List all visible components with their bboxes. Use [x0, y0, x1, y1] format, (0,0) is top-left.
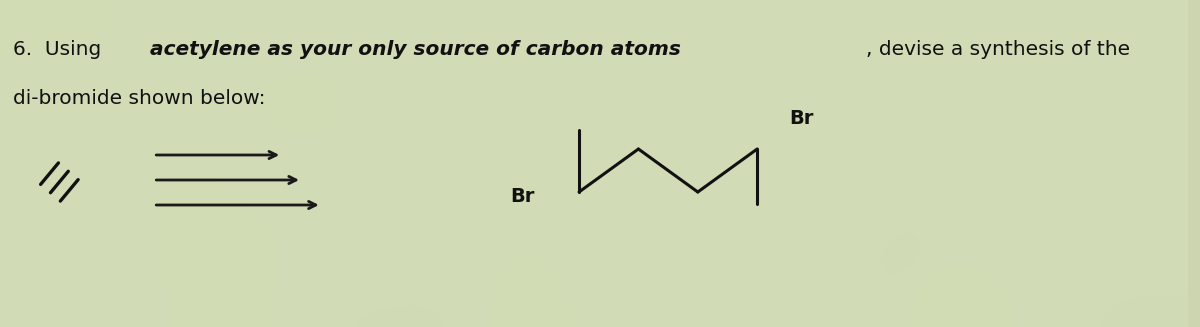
Text: acetylene as your only source of carbon atoms: acetylene as your only source of carbon …: [150, 40, 682, 59]
Text: Br: Br: [510, 187, 534, 206]
Text: 6.  Using: 6. Using: [13, 40, 108, 59]
Text: , devise a synthesis of the: , devise a synthesis of the: [866, 40, 1130, 59]
Text: di-bromide shown below:: di-bromide shown below:: [13, 89, 265, 108]
Text: Br: Br: [788, 110, 814, 129]
